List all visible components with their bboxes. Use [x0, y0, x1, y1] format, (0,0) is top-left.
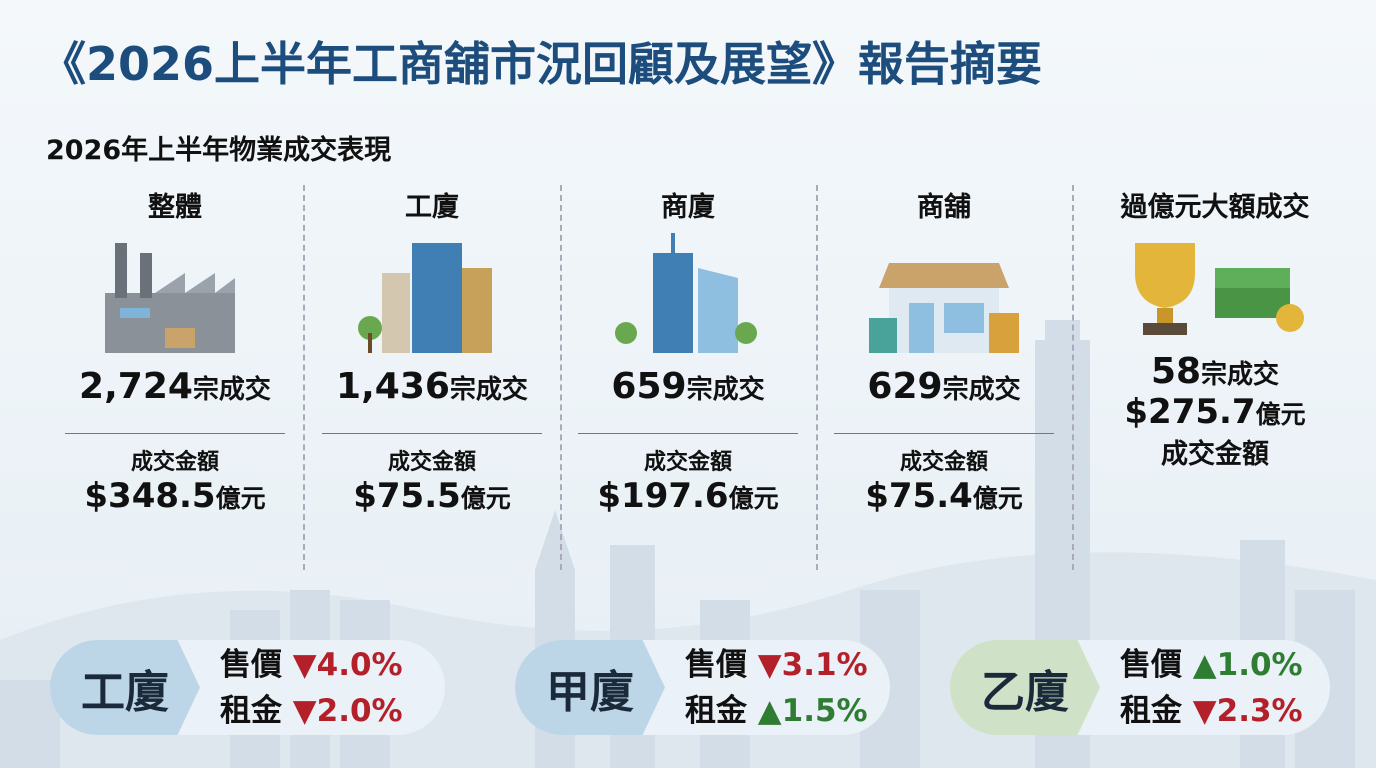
panel-rows: 售價 ▼4.0% 租金 ▼2.0%	[220, 642, 403, 734]
change-row: 租金 ▲1.5%	[685, 688, 868, 734]
separator	[322, 433, 542, 434]
divider	[303, 185, 305, 570]
count: 629宗成交	[819, 366, 1069, 407]
count-unit: 宗成交	[942, 375, 1021, 405]
amount: $275.7億元	[1090, 392, 1340, 432]
change-panel: 乙廈 售價 ▲1.0% 租金 ▼2.3%	[950, 640, 1330, 735]
count-value: 2,724	[79, 366, 193, 407]
change-value: ▲1.0%	[1192, 646, 1303, 683]
count: 58宗成交	[1090, 351, 1340, 392]
separator	[65, 433, 285, 434]
count-unit: 宗成交	[686, 375, 765, 405]
icon	[1135, 243, 1304, 335]
amount-value: $348.5	[84, 476, 216, 516]
change-row: 租金 ▼2.0%	[220, 688, 403, 734]
big-deals: 過億元大額成交 58宗成交 $275.7億元成交金額	[1090, 185, 1340, 471]
change-row: 租金 ▼2.3%	[1120, 688, 1303, 734]
stat-column: 商廈 659宗成交成交金額 $197.6億元	[563, 185, 813, 516]
count-value: 659	[611, 366, 687, 407]
change-label: 租金	[220, 692, 282, 729]
column-heading: 整體	[148, 192, 202, 223]
count: 659宗成交	[563, 366, 813, 407]
divider	[1072, 185, 1074, 570]
change-row: 售價 ▼4.0%	[220, 642, 403, 688]
change-value: ▼2.0%	[292, 692, 403, 729]
column-heading: 過億元大額成交	[1120, 192, 1310, 223]
count-value: 58	[1150, 351, 1202, 392]
icon	[105, 243, 235, 353]
amount-value: $75.5	[353, 476, 461, 516]
amount: $75.5億元	[307, 476, 557, 516]
panel-rows: 售價 ▼3.1% 租金 ▲1.5%	[685, 642, 868, 734]
change-label: 售價	[1120, 646, 1182, 683]
amount: $348.5億元	[50, 476, 300, 516]
change-label: 售價	[685, 646, 747, 683]
amount-label: 成交金額	[130, 450, 219, 475]
panel-label: 甲廈	[515, 640, 665, 735]
panel-label: 工廈	[50, 640, 200, 735]
amount: $75.4億元	[819, 476, 1069, 516]
amount-label: 成交金額	[899, 450, 988, 475]
change-value: ▲1.5%	[757, 692, 868, 729]
amount-label: 成交金額	[1161, 439, 1269, 470]
stat-column: 商舖 629宗成交成交金額 $75.4億元	[819, 185, 1069, 516]
amount-label: 成交金額	[643, 450, 732, 475]
subtitle: 2026年上半年物業成交表現	[46, 135, 392, 166]
amount-value: $75.4	[865, 476, 973, 516]
count-unit: 宗成交	[192, 375, 271, 405]
change-value: ▼4.0%	[292, 646, 403, 683]
separator	[578, 433, 798, 434]
change-value: ▼2.3%	[1192, 692, 1303, 729]
amount-unit: 億元	[728, 484, 779, 513]
amount-unit: 億元	[1255, 400, 1306, 429]
panel-rows: 售價 ▲1.0% 租金 ▼2.3%	[1120, 642, 1303, 734]
panel-label: 乙廈	[950, 640, 1100, 735]
amount-label: 成交金額	[387, 450, 476, 475]
icon	[358, 243, 492, 353]
column-heading: 工廈	[405, 192, 459, 223]
change-label: 售價	[220, 646, 282, 683]
change-row: 售價 ▲1.0%	[1120, 642, 1303, 688]
amount-unit: 億元	[972, 484, 1023, 513]
change-panel: 甲廈 售價 ▼3.1% 租金 ▲1.5%	[515, 640, 890, 735]
icon	[615, 233, 757, 353]
icon	[869, 263, 1019, 353]
column-heading: 商舖	[917, 192, 971, 223]
count: 1,436宗成交	[307, 366, 557, 407]
change-value: ▼3.1%	[757, 646, 868, 683]
stat-column: 工廈 1,436宗成交成交金額 $75.5億元	[307, 185, 557, 516]
count-value: 629	[867, 366, 943, 407]
column-heading: 商廈	[661, 192, 715, 223]
divider	[816, 185, 818, 570]
amount: $197.6億元	[563, 476, 813, 516]
count-unit: 宗成交	[1201, 360, 1280, 390]
title: 《2026上半年工商舖市況回顧及展望》報告摘要	[40, 37, 1043, 91]
amount-unit: 億元	[460, 484, 511, 513]
change-row: 售價 ▼3.1%	[685, 642, 868, 688]
amount-value: $197.6	[597, 476, 729, 516]
change-label: 租金	[1120, 692, 1182, 729]
count-value: 1,436	[336, 366, 450, 407]
count-unit: 宗成交	[449, 375, 528, 405]
separator	[834, 433, 1054, 434]
amount-value: $275.7	[1124, 392, 1256, 432]
change-label: 租金	[685, 692, 747, 729]
count: 2,724宗成交	[50, 366, 300, 407]
stat-column: 整體 2,724宗成交成交金額 $348.5億元	[50, 185, 300, 516]
divider	[560, 185, 562, 570]
change-panel: 工廈 售價 ▼4.0% 租金 ▼2.0%	[50, 640, 445, 735]
amount-unit: 億元	[215, 484, 266, 513]
